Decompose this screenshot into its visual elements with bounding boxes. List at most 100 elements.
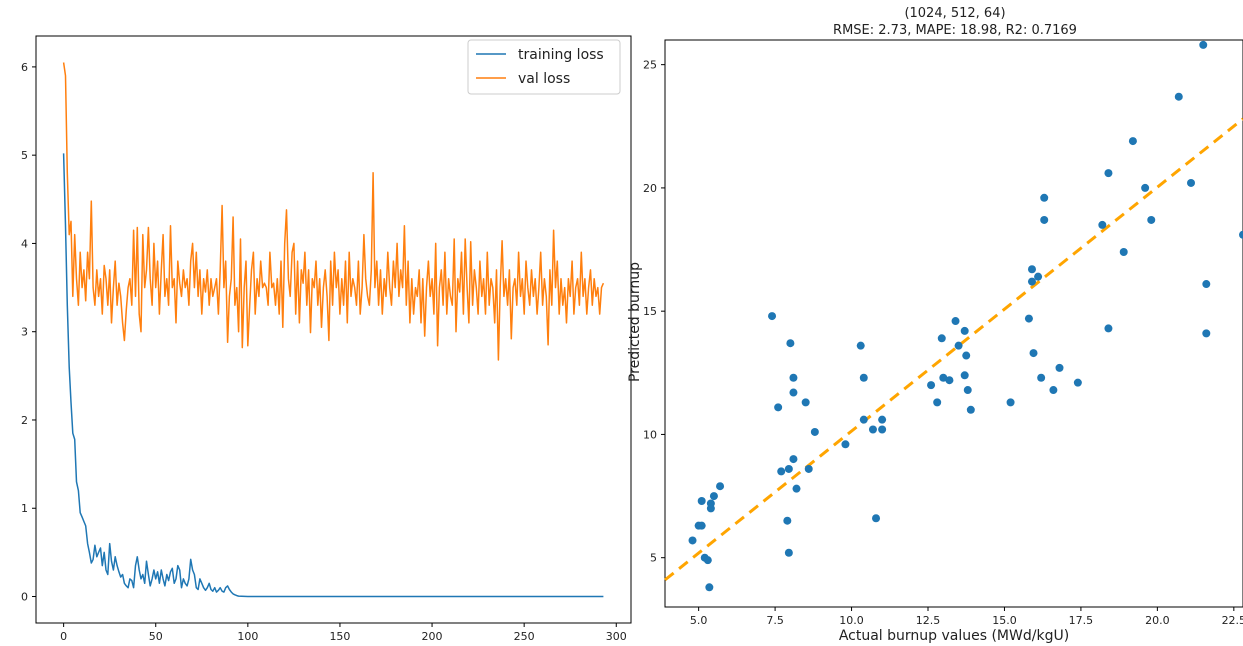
- scatter-point: [1049, 386, 1058, 395]
- scatter-point: [962, 351, 971, 360]
- x-tick-label: 150: [329, 630, 350, 643]
- y-tick-label: 20: [643, 182, 657, 195]
- scatter-point: [1027, 265, 1036, 274]
- scatter-point: [1040, 193, 1049, 202]
- scatter-point: [706, 499, 715, 508]
- scatter-point: [1187, 178, 1196, 187]
- x-tick-label: 100: [237, 630, 258, 643]
- scatter-point: [1141, 183, 1150, 192]
- scatter-point: [878, 425, 887, 434]
- scatter-point: [1040, 215, 1049, 224]
- scatter-point: [951, 317, 960, 326]
- scatter-point: [789, 373, 798, 382]
- x-tick-label: 7.5: [766, 614, 784, 627]
- x-tick-label: 15.0: [992, 614, 1017, 627]
- scatter-subtitle: RMSE: 2.73, MAPE: 18.98, R2: 0.7169: [833, 23, 1077, 38]
- scatter-point: [1034, 272, 1043, 281]
- scatter-point: [960, 371, 969, 380]
- scatter-point: [789, 455, 798, 464]
- scatter-point: [1104, 169, 1113, 178]
- x-tick-label: 12.5: [916, 614, 941, 627]
- loss-plot: 0 1 2 3 4 5 6 0 50 100 150 200 250 300 training loss…: [21, 35, 632, 643]
- scatter-x-ticks: 5.0 7.5 10.0 12.5 15.0 17.5 20.0 22.5: [690, 607, 1243, 627]
- scatter-point: [810, 427, 819, 436]
- scatter-point: [789, 388, 798, 397]
- legend-label-training: training loss: [518, 47, 604, 63]
- scatter-point: [716, 482, 725, 491]
- scatter-point: [859, 373, 868, 382]
- scatter-point: [939, 373, 948, 382]
- scatter-point: [966, 405, 975, 414]
- y-tick-label: 25: [643, 59, 657, 72]
- scatter-point: [792, 484, 801, 493]
- x-tick-label: 250: [514, 630, 535, 643]
- scatter-x-label: Actual burnup values (MWd/kgU): [839, 628, 1069, 644]
- scatter-point: [927, 381, 936, 390]
- scatter-point: [841, 440, 850, 449]
- x-tick-label: 5.0: [690, 614, 708, 627]
- scatter-point: [703, 556, 712, 565]
- y-tick-label: 6: [21, 61, 28, 74]
- y-tick-label: 5: [650, 552, 657, 565]
- scatter-point: [768, 312, 777, 321]
- val-loss-line: [62, 62, 605, 361]
- scatter-point: [937, 334, 946, 343]
- scatter-point: [784, 464, 793, 473]
- scatter-fit-line: [664, 117, 1243, 582]
- scatter-point: [868, 425, 877, 434]
- scatter-y-label: Predicted burnup: [627, 262, 643, 382]
- scatter-point: [1174, 92, 1183, 101]
- scatter-point: [801, 398, 810, 407]
- x-tick-label: 300: [606, 630, 627, 643]
- scatter-point: [960, 326, 969, 335]
- loss-plot-frame: [35, 35, 632, 624]
- fit-line: [664, 117, 1243, 582]
- scatter-point: [1147, 215, 1156, 224]
- y-tick-label: 0: [21, 591, 28, 604]
- scatter-point: [872, 514, 881, 523]
- scatter-point: [1104, 324, 1113, 333]
- x-tick-label: 50: [149, 630, 163, 643]
- scatter-point: [697, 521, 706, 530]
- loss-legend: training loss val loss: [467, 39, 621, 95]
- scatter-y-ticks: 5 10 15 20 25: [643, 59, 665, 565]
- scatter-point: [856, 341, 865, 350]
- scatter-point: [963, 386, 972, 395]
- scatter-point: [1239, 230, 1243, 239]
- scatter-point: [705, 583, 714, 592]
- scatter-plot: (1024, 512, 64) RMSE: 2.73, MAPE: 18.98,…: [627, 6, 1243, 644]
- scatter-point: [1202, 329, 1211, 338]
- scatter-point: [1119, 248, 1128, 257]
- y-tick-label: 3: [21, 326, 28, 339]
- scatter-point: [878, 415, 887, 424]
- x-tick-label: 10.0: [839, 614, 864, 627]
- scatter-point: [1098, 220, 1107, 229]
- scatter-title: (1024, 512, 64): [904, 6, 1005, 21]
- scatter-point: [786, 339, 795, 348]
- scatter-point: [804, 464, 813, 473]
- scatter-point: [1128, 137, 1137, 146]
- scatter-point: [1006, 398, 1015, 407]
- x-tick-label: 200: [422, 630, 443, 643]
- scatter-point: [954, 341, 963, 350]
- scatter-point: [774, 403, 783, 412]
- scatter-point: [945, 376, 954, 385]
- scatter-point: [777, 467, 786, 476]
- loss-y-ticks: 0 1 2 3 4 5 6: [21, 61, 36, 604]
- scatter-points: [688, 40, 1243, 592]
- scatter-point: [709, 492, 718, 501]
- scatter-point: [1202, 280, 1211, 289]
- scatter-point: [933, 398, 942, 407]
- legend-label-val: val loss: [518, 71, 570, 87]
- scatter-point: [1073, 378, 1082, 387]
- scatter-point: [1029, 349, 1038, 358]
- scatter-point: [1037, 373, 1046, 382]
- training-loss-line: [62, 153, 604, 598]
- x-tick-label: 20.0: [1145, 614, 1170, 627]
- scatter-point: [688, 536, 697, 545]
- loss-x-ticks: 0 50 100 150 200 250 300: [60, 623, 627, 643]
- loss-series-lines: [62, 62, 605, 598]
- scatter-point: [1024, 314, 1033, 323]
- y-tick-label: 4: [21, 237, 28, 250]
